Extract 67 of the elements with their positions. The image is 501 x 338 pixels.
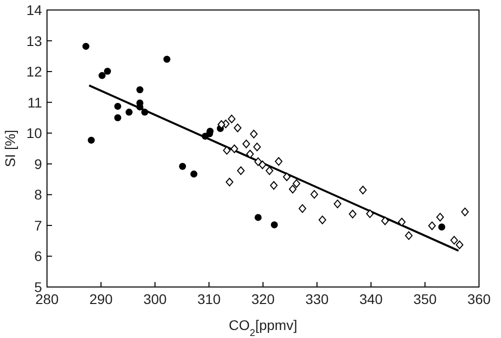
point [250,130,258,138]
point [230,144,238,154]
x-tick-label: 310 [197,291,221,307]
point [428,221,436,230]
y-tick-label: 9 [34,156,42,172]
point [228,114,236,124]
point [163,56,170,63]
y-axis-title: SI [%] [2,130,18,168]
point [253,142,261,152]
point [226,178,234,186]
point [179,162,186,170]
point [282,172,291,182]
point [292,179,300,188]
point [114,102,122,110]
y-tick-label: 13 [26,32,42,49]
point [234,124,242,132]
point [270,221,278,228]
point [274,157,282,166]
point [242,140,250,148]
point [126,108,133,116]
point [254,214,262,221]
point [450,236,458,245]
point [237,166,245,175]
point [104,68,111,75]
y-tick-label: 7 [34,217,42,234]
point [405,231,413,240]
x-tick-label: 320 [251,291,275,307]
point [141,108,148,116]
y-tick-label: 8 [34,186,42,203]
x-tick-label: 330 [305,291,329,307]
x-tick-label: 290 [89,291,113,307]
point [310,190,318,199]
y-tick-label: 14 [26,2,42,18]
y-tick-label: 12 [26,64,42,80]
point [190,170,198,178]
point [98,72,106,80]
point [288,184,296,194]
x-tick-label: 300 [143,291,167,307]
point [246,150,254,158]
point [359,186,367,194]
point [254,157,262,166]
point [436,212,444,222]
point [223,146,231,155]
x-tick-label: 340 [359,291,383,307]
point [366,209,374,218]
x-axis-title: CO$_{2}$[ppmv] [228,317,298,338]
point [266,166,274,175]
point [334,200,342,208]
point [88,136,95,144]
point [456,240,464,250]
point [82,42,90,50]
y-tick-label: 6 [34,248,42,264]
point [438,223,446,230]
point [461,208,469,216]
y-tick-label: 10 [26,125,42,142]
point [318,216,326,224]
point [270,181,278,190]
y-tick-label: 11 [27,94,42,110]
point [258,160,266,170]
point [381,216,389,226]
point [298,204,306,213]
x-tick-label: 350 [413,291,437,307]
point [136,86,144,94]
point [398,218,406,226]
point [348,210,356,218]
x-tick-label: 360 [467,291,491,307]
point [114,114,122,122]
